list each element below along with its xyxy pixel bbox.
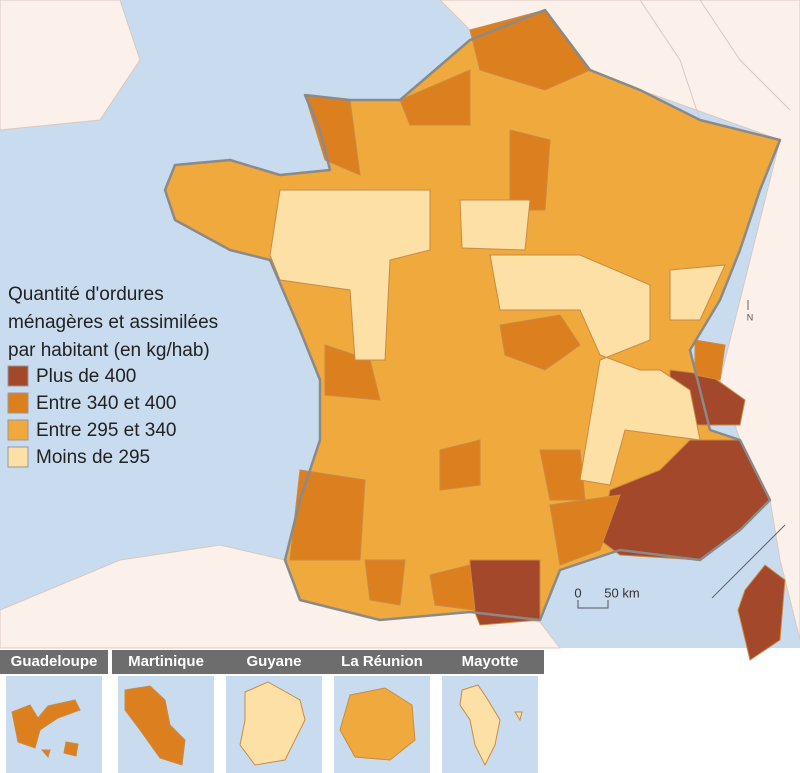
region — [364, 559, 406, 606]
legend: Quantité d'ordures ménagères et assimilé… — [7, 284, 218, 468]
legend-swatch — [7, 419, 29, 441]
inset-header — [112, 650, 220, 674]
legend-title: ménagères et assimilées — [8, 312, 218, 333]
legend-label: Plus de 400 — [36, 366, 136, 387]
legend-title: par habitant (en kg/hab) — [8, 340, 210, 361]
region — [269, 189, 431, 361]
inset-title: Guadeloupe — [11, 653, 98, 670]
island — [239, 681, 306, 766]
region — [669, 264, 726, 321]
region — [499, 314, 581, 371]
legend-swatch — [7, 446, 29, 468]
region — [429, 564, 476, 611]
corsica — [737, 564, 786, 661]
island — [124, 685, 186, 766]
island — [11, 699, 81, 759]
scale-label: 0 — [574, 585, 581, 600]
inset-header — [436, 650, 544, 674]
inset-header — [0, 650, 108, 674]
region — [399, 69, 471, 126]
island — [339, 687, 416, 761]
neighbour-land — [0, 0, 141, 131]
scale-label: 50 km — [604, 585, 639, 600]
inset-title: Martinique — [128, 653, 204, 670]
region — [439, 439, 481, 491]
inset-title: Guyane — [246, 653, 301, 670]
inset-title: Mayotte — [462, 653, 519, 670]
inset-header — [220, 650, 328, 674]
region — [509, 129, 551, 211]
inset-separator — [711, 524, 786, 599]
legend-swatch — [7, 365, 29, 387]
island — [459, 684, 523, 767]
legend-title: Quantité d'ordures — [8, 284, 164, 305]
region — [459, 199, 531, 251]
inset-header — [328, 650, 436, 674]
border-line — [639, 0, 791, 121]
legend-label: Entre 340 et 400 — [36, 393, 177, 414]
north-label: N — [747, 312, 754, 322]
legend-swatch — [7, 392, 29, 414]
legend-label: Moins de 295 — [36, 447, 150, 468]
inset-title: La Réunion — [341, 653, 423, 670]
region — [549, 494, 621, 566]
region — [489, 254, 701, 486]
scale-bar — [577, 600, 609, 609]
legend-label: Entre 295 et 340 — [36, 420, 177, 441]
region — [694, 339, 726, 381]
france-outline — [163, 8, 782, 622]
region — [289, 469, 366, 561]
